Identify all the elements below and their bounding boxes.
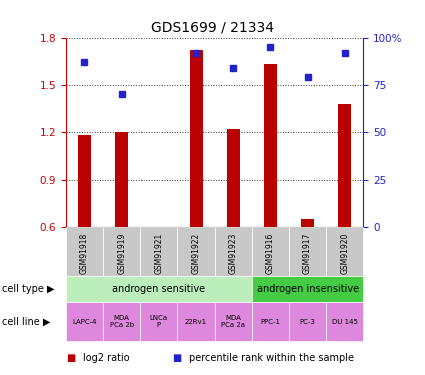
Text: PC-3: PC-3 xyxy=(300,318,315,324)
Bar xyxy=(264,64,277,227)
Text: androgen insensitive: androgen insensitive xyxy=(257,284,359,294)
Text: GSM91916: GSM91916 xyxy=(266,232,275,274)
Bar xyxy=(190,50,203,227)
Text: GSM91917: GSM91917 xyxy=(303,232,312,274)
Text: MDA
PCa 2b: MDA PCa 2b xyxy=(110,315,134,328)
Text: LNCa
P: LNCa P xyxy=(150,315,168,328)
Text: log2 ratio: log2 ratio xyxy=(83,353,130,363)
Text: GSM91921: GSM91921 xyxy=(154,232,163,274)
Text: DU 145: DU 145 xyxy=(332,318,358,324)
Text: cell type ▶: cell type ▶ xyxy=(2,284,55,294)
Text: GSM91923: GSM91923 xyxy=(229,232,238,274)
Text: GSM91920: GSM91920 xyxy=(340,232,349,274)
Bar xyxy=(78,135,91,227)
Text: androgen sensitive: androgen sensitive xyxy=(112,284,205,294)
Bar xyxy=(227,129,240,227)
Text: LAPC-4: LAPC-4 xyxy=(72,318,97,324)
Text: ■: ■ xyxy=(172,353,181,363)
Text: GDS1699 / 21334: GDS1699 / 21334 xyxy=(151,21,274,34)
Bar xyxy=(301,219,314,227)
Text: cell line ▶: cell line ▶ xyxy=(2,316,51,327)
Bar xyxy=(338,104,351,227)
Text: 22Rv1: 22Rv1 xyxy=(185,318,207,324)
Text: GSM91919: GSM91919 xyxy=(117,232,126,274)
Text: ■: ■ xyxy=(66,353,75,363)
Text: GSM91918: GSM91918 xyxy=(80,232,89,274)
Bar xyxy=(115,132,128,227)
Text: percentile rank within the sample: percentile rank within the sample xyxy=(189,353,354,363)
Text: GSM91922: GSM91922 xyxy=(192,232,201,274)
Text: PPC-1: PPC-1 xyxy=(261,318,280,324)
Text: MDA
PCa 2a: MDA PCa 2a xyxy=(221,315,245,328)
